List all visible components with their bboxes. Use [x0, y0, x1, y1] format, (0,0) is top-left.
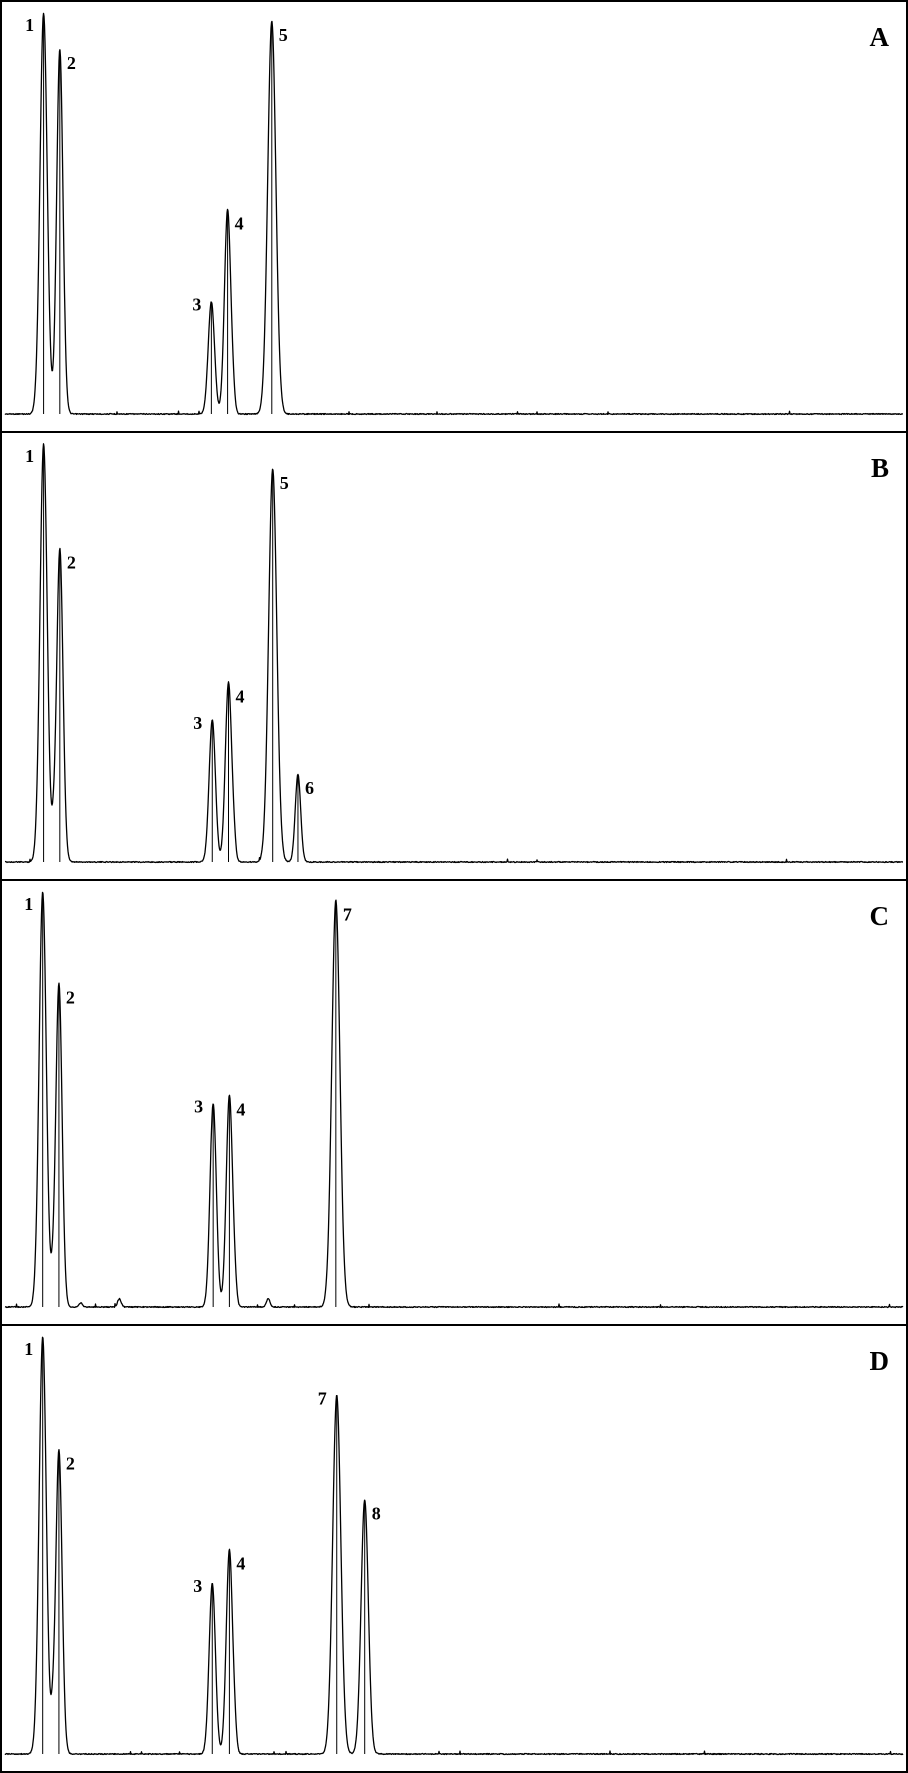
peak-label-7: 7: [343, 904, 352, 924]
panel-letter: C: [870, 901, 890, 931]
panel-a: 1 2 3 4 5 A: [0, 0, 908, 433]
panel-letter: A: [870, 22, 890, 52]
panel-frame: [0, 0, 908, 433]
peak-label-6: 6: [305, 778, 314, 798]
peak-label-2: 2: [67, 53, 76, 73]
trace-line: [4, 443, 904, 864]
peak-label-3: 3: [193, 1576, 202, 1596]
panel-letter: D: [870, 1346, 890, 1376]
panel-letter: B: [871, 453, 889, 483]
panel-frame: [0, 1324, 908, 1773]
peak-label-2: 2: [66, 1454, 75, 1474]
peak-label-8: 8: [372, 1504, 381, 1524]
trace-line: [4, 1336, 904, 1756]
peak-label-5: 5: [279, 25, 288, 45]
peak-label-4: 4: [236, 686, 245, 706]
peak-label-3: 3: [192, 295, 201, 315]
peak-label-4: 4: [236, 1554, 245, 1574]
peak-label-4: 4: [235, 213, 244, 233]
panel-c: 1 2 3 4 7 C: [0, 879, 908, 1326]
peak-label-1: 1: [24, 1339, 33, 1359]
peak-label-4: 4: [236, 1099, 245, 1119]
panel-b: 1 2 3 4 5 6 B: [0, 431, 908, 881]
peak-label-7: 7: [318, 1388, 327, 1408]
trace-line: [4, 891, 904, 1309]
peak-label-1: 1: [25, 15, 34, 35]
peak-label-5: 5: [280, 473, 289, 493]
panel-frame: [0, 431, 908, 881]
panel-frame: [0, 879, 908, 1326]
peak-label-1: 1: [25, 446, 34, 466]
peak-label-1: 1: [24, 894, 33, 914]
peak-label-3: 3: [193, 713, 202, 733]
peak-label-3: 3: [194, 1097, 203, 1117]
peak-label-2: 2: [67, 553, 76, 573]
panel-d: 1 2 3 4 7 8 D: [0, 1324, 908, 1773]
peak-label-2: 2: [66, 987, 75, 1007]
trace-line: [4, 12, 904, 416]
